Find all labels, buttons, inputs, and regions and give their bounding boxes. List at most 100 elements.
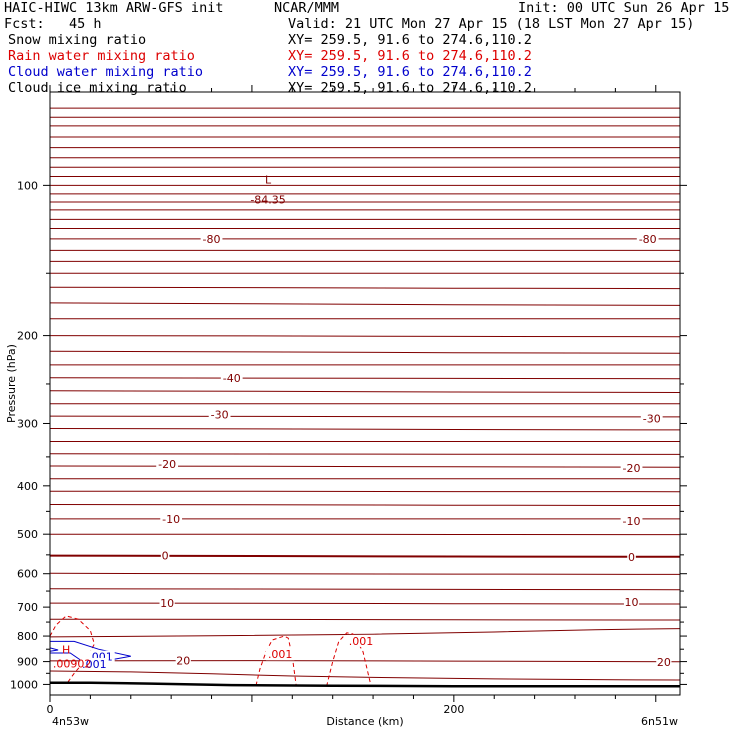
maximum-symbol: H — [62, 644, 70, 657]
minimum-symbol: L — [265, 173, 272, 186]
isotherm-line — [49, 572, 681, 575]
isotherm-line — [49, 335, 681, 338]
isotherm-label: 20 — [176, 655, 190, 668]
cloud-label: .001 — [82, 658, 107, 671]
init-time: Init: 00 UTC Sun 26 Apr 15 — [518, 0, 730, 16]
isotherm-label: -80 — [203, 233, 221, 246]
field-cloud-name: Cloud water mixing ratio — [8, 64, 204, 80]
isotherm-label: -10 — [623, 515, 641, 528]
isotherm-label: -30 — [643, 412, 661, 425]
valid-time: Valid: 21 UTC Mon 27 Apr 15 (18 LST Mon … — [288, 16, 695, 32]
field-snow-name: Snow mixing ratio — [8, 32, 147, 48]
x-tick-label: 0 — [47, 703, 54, 716]
isotherm-label-bg — [636, 232, 659, 245]
temperature-contours — [49, 107, 681, 681]
rain-water-contours — [49, 615, 372, 687]
isotherm-line — [49, 660, 681, 663]
cloud-contour — [50, 640, 131, 661]
isotherm-label: 20 — [657, 656, 671, 669]
isotherm-label: 0 — [162, 550, 169, 563]
terrain-line — [50, 681, 680, 688]
isotherm-label: -30 — [211, 409, 229, 422]
isotherm-label-bg — [640, 412, 663, 425]
isotherm-line — [49, 504, 681, 506]
model-title: HAIC-HIWC 13km ARW-GFS init — [4, 0, 224, 16]
isotherm-line — [49, 490, 681, 493]
field-cloud-xy: XY= 259.5, 91.6 to 274.6,110.2 — [288, 64, 532, 80]
rain-label: .001 — [268, 648, 293, 661]
isotherm-line — [49, 465, 681, 468]
y-tick-label: 200 — [17, 330, 38, 343]
isotherm-label: -10 — [162, 513, 180, 526]
isotherm-line — [49, 377, 681, 380]
maximum-value: .00902 — [53, 658, 92, 671]
isotherm-line — [49, 350, 681, 354]
isotherm-label-bg — [220, 371, 243, 384]
minimum-value: -84.35 — [250, 193, 285, 206]
rain-label-bg — [346, 634, 376, 647]
isotherm-label-bg — [160, 549, 170, 562]
isotherm-line — [49, 554, 681, 558]
right-endpoint-label: 6n51w — [641, 715, 678, 728]
isotherm-line — [49, 453, 681, 455]
isotherm-line — [49, 670, 681, 681]
isotherm-label-bg — [627, 550, 636, 563]
forecast-hour: Fcst: 45 h — [4, 16, 102, 32]
y-tick-label: 700 — [17, 601, 38, 614]
isotherm-label-bg — [159, 597, 175, 610]
isotherm-label: -20 — [158, 458, 176, 471]
isotherm-label-bg — [620, 514, 643, 527]
isotherm-line — [49, 415, 681, 418]
isotherm-label: 0 — [628, 551, 635, 564]
org-label: NCAR/MMM — [274, 0, 340, 16]
left-endpoint-label: 4n53w — [52, 715, 89, 728]
rain-label-bg — [265, 648, 295, 661]
isotherm-label: -40 — [223, 372, 241, 385]
x-tick-label: 200 — [443, 703, 464, 716]
isotherm-line — [49, 588, 681, 591]
y-tick-label: 900 — [17, 656, 38, 669]
rain-contour — [326, 632, 372, 687]
y-tick-label: 400 — [17, 480, 38, 493]
isotherm-label-bg — [620, 461, 643, 474]
isotherm-label-bg — [175, 654, 191, 667]
rain-label: .001 — [349, 635, 374, 648]
isotherm-line — [49, 602, 681, 605]
isotherm-label-bg — [200, 232, 223, 245]
cloud-water-contours — [49, 640, 131, 661]
isotherm-line — [49, 428, 681, 431]
contour-labels: -80 -80 -40 -30 -30 -20 -20 -10 -10 0 0 10 10 20 20 .00… — [53, 173, 672, 671]
terrain-surface — [50, 681, 680, 688]
isotherm-label-bg — [623, 595, 640, 608]
y-tick-label: 800 — [17, 630, 38, 643]
isotherm-label: -20 — [623, 462, 641, 475]
field-snow-xy: XY= 259.5, 91.6 to 274.6,110.2 — [288, 32, 532, 48]
y-tick-label: 100 — [17, 179, 38, 192]
isotherm-line — [49, 628, 681, 638]
isotherm-label-bg — [156, 458, 179, 471]
isotherm-label-bg — [208, 408, 231, 421]
isotherm-line — [49, 390, 681, 393]
isotherm-label: 10 — [625, 596, 639, 609]
isotherm-label-bg — [160, 512, 183, 525]
x-axis-title: Distance (km) — [326, 715, 403, 728]
isotherm-label: 10 — [160, 597, 174, 610]
y-tick-label: 1000 — [10, 678, 38, 691]
rain-contour — [49, 615, 95, 685]
y-tick-label: 500 — [17, 528, 38, 541]
y-axis-title: Pressure (hPa) — [5, 344, 18, 423]
isotherm-line — [49, 302, 681, 306]
field-rain-xy: XY= 259.5, 91.6 to 274.6,110.2 — [288, 48, 532, 64]
isotherm-line — [49, 286, 681, 290]
field-rain-name: Rain water mixing ratio — [8, 48, 195, 64]
y-tick-label: 600 — [17, 568, 38, 581]
cloud-contour — [49, 647, 59, 652]
isotherm-line — [49, 618, 681, 621]
cloud-label-bg — [80, 657, 109, 670]
y-tick-label: 300 — [17, 417, 38, 430]
isotherm-label-bg — [656, 655, 672, 668]
isotherm-label: -80 — [639, 233, 657, 246]
plot-frame — [49, 91, 681, 696]
